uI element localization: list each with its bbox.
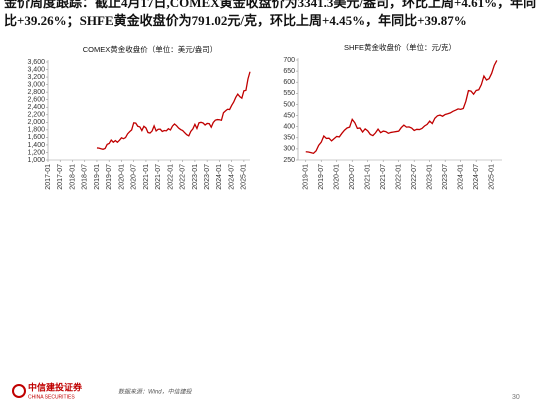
x-tick-label: 2019-01 <box>303 164 310 190</box>
x-tick-label: 2024-01 <box>458 164 465 190</box>
x-tick-label: 2020-01 <box>334 164 341 190</box>
x-tick-label: 2018-01 <box>69 164 76 190</box>
y-tick-label: 1,800 <box>27 127 45 134</box>
x-tick-label: 2024-07 <box>228 164 235 190</box>
y-tick-label: 1,000 <box>27 157 45 164</box>
y-tick-label: 400 <box>283 124 295 131</box>
x-tick-label: 2023-01 <box>427 164 434 190</box>
y-tick-label: 3,400 <box>27 66 45 73</box>
y-tick-label: 550 <box>283 90 295 97</box>
x-tick-label: 2022-07 <box>180 164 187 190</box>
x-tick-label: 2018-07 <box>82 164 89 190</box>
y-tick-label: 250 <box>283 157 295 164</box>
y-tick-label: 350 <box>283 135 295 142</box>
x-tick-label: 2019-01 <box>94 164 101 190</box>
price-line <box>305 60 498 155</box>
page-number: 30 <box>512 394 520 401</box>
x-tick-label: 2021-01 <box>365 164 372 190</box>
header-text: 金价周度跟踪：截止4月17日,COMEX黄金收盘价为3341.3美元/盎司，环比… <box>4 0 537 28</box>
x-tick-label: 2023-07 <box>204 164 211 190</box>
x-tick-label: 2020-01 <box>118 164 125 190</box>
y-tick-label: 2,000 <box>27 119 45 126</box>
chart-title: COMEX黄金收盘价（单位：美元/盎司） <box>83 44 218 54</box>
x-tick-label: 2021-01 <box>143 164 150 190</box>
price-line <box>96 71 251 150</box>
x-tick-label: 2022-07 <box>411 164 418 190</box>
y-tick-label: 300 <box>283 146 295 153</box>
logo-text: 中信建投证券 <box>28 381 83 392</box>
y-tick-label: 3,000 <box>27 81 45 88</box>
x-tick-label: 2020-07 <box>349 164 356 190</box>
y-tick-label: 500 <box>283 101 295 108</box>
y-tick-label: 3,600 <box>27 59 45 66</box>
x-tick-label: 2024-01 <box>216 164 223 190</box>
y-tick-label: 450 <box>283 112 295 119</box>
y-tick-label: 2,400 <box>27 104 45 111</box>
y-tick-label: 1,200 <box>27 149 45 156</box>
x-tick-label: 2021-07 <box>155 164 162 190</box>
x-tick-label: 2017-01 <box>45 164 52 190</box>
x-tick-label: 2022-01 <box>167 164 174 190</box>
x-tick-label: 2019-07 <box>106 164 113 190</box>
y-tick-label: 2,800 <box>27 89 45 96</box>
x-tick-label: 2017-07 <box>57 164 64 190</box>
y-tick-label: 3,200 <box>27 74 45 81</box>
x-tick-label: 2023-01 <box>192 164 199 190</box>
x-tick-label: 2025-01 <box>241 164 248 190</box>
x-tick-label: 2024-07 <box>473 164 480 190</box>
y-tick-label: 2,200 <box>27 112 45 119</box>
y-tick-label: 2,600 <box>27 97 45 104</box>
x-tick-label: 2019-07 <box>318 164 325 190</box>
x-tick-label: 2022-01 <box>396 164 403 190</box>
y-tick-label: 650 <box>283 68 295 75</box>
x-tick-label: 2021-07 <box>380 164 387 190</box>
x-tick-label: 2023-07 <box>442 164 449 190</box>
logo-text-en: CHINA SECURITIES <box>28 394 75 400</box>
y-tick-label: 600 <box>283 79 295 86</box>
chart-title: SHFE黄金收盘价（单位：元/克） <box>344 42 456 52</box>
y-tick-label: 700 <box>283 57 295 64</box>
x-tick-label: 2020-07 <box>131 164 138 190</box>
x-tick-label: 2025-01 <box>489 164 496 190</box>
y-tick-label: 1,600 <box>27 134 45 141</box>
logo-mark <box>12 384 26 398</box>
source-note: 数据来源：Wind，中信建投 <box>118 388 193 396</box>
y-tick-label: 1,400 <box>27 142 45 149</box>
